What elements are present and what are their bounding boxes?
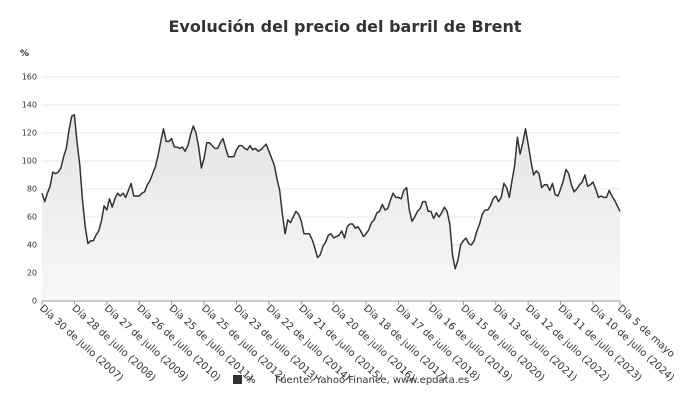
y-axis-label: % [20, 49, 29, 59]
y-tick-label: 160 [22, 73, 37, 82]
y-tick-label: 100 [22, 157, 37, 166]
y-tick-label: 0 [32, 297, 37, 306]
y-tick-label: 40 [27, 241, 37, 250]
y-tick-label: 140 [22, 101, 37, 110]
legend-label: % [246, 375, 256, 386]
legend-swatch [233, 375, 242, 384]
line [41, 114, 621, 270]
area [42, 114, 620, 301]
y-tick-label: 120 [22, 129, 37, 138]
chart-title: Evolución del precio del barril de Brent [168, 17, 521, 36]
source: Fuente: Yahoo Finance, www.epdata.es [275, 375, 469, 386]
y-tick-label: 20 [27, 269, 37, 278]
y-tick-label: 80 [27, 185, 37, 194]
y-tick-label: 60 [27, 213, 37, 222]
